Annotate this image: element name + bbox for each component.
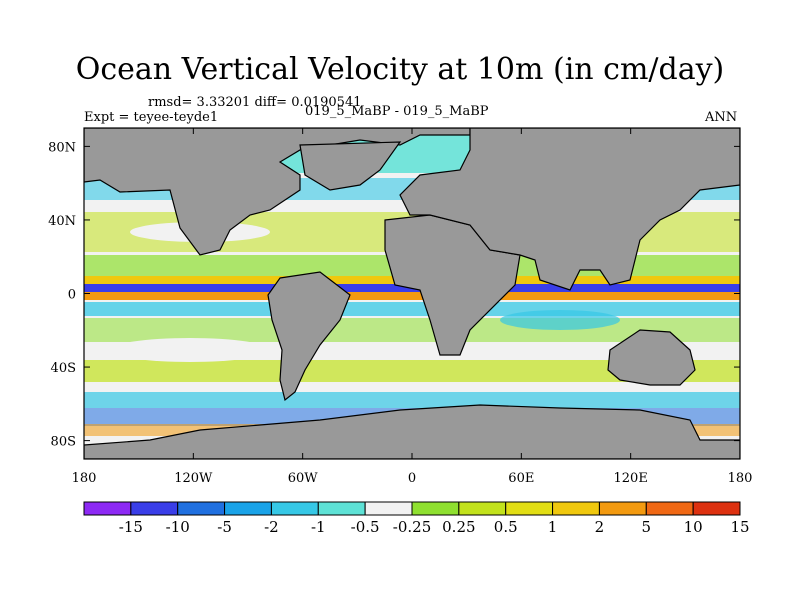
colorbar: -15 -10 -5 -2 -1 -0.5 -0.25 0.25 0.5 1 2 5 10 15 <box>83 501 750 536</box>
colorbar-swatch <box>552 501 600 516</box>
south-pacific-white-patch <box>110 338 270 362</box>
colorbar-swatch <box>411 501 460 516</box>
colorbar-label: 15 <box>730 518 749 536</box>
y-tick-label: 40N <box>48 214 76 229</box>
colorbar-label: -0.25 <box>393 518 431 536</box>
colorbar-label: -1 <box>311 518 326 536</box>
season-label: ANN <box>705 110 738 125</box>
colorbar-swatch <box>505 501 554 516</box>
south-america <box>267 271 351 402</box>
colorbar-label: -15 <box>119 518 143 536</box>
x-tick-label: 60E <box>508 471 534 486</box>
colorbar-swatch <box>317 501 366 516</box>
colorbar-swatch <box>224 501 272 516</box>
y-tick-label: 80S <box>51 435 76 450</box>
experiment-label: Expt = teyee-teyde1 <box>84 110 219 125</box>
x-tick-label: 120E <box>614 471 648 486</box>
colorbar-label: -5 <box>217 518 232 536</box>
x-tick-label: 180 <box>728 471 753 486</box>
land-masses <box>84 128 740 459</box>
colorbar-label: -10 <box>166 518 190 536</box>
colorbar-swatch <box>645 501 694 516</box>
southern-midlat-band <box>84 360 740 382</box>
colorbar-swatch <box>458 501 507 516</box>
colorbar-label: 1 <box>548 518 558 536</box>
x-tick-label: 120W <box>174 471 213 486</box>
colorbar-label: 0.5 <box>494 518 518 536</box>
colorbar-swatch <box>364 501 413 516</box>
colorbar-label: 0.25 <box>442 518 475 536</box>
southern-ocean-band <box>84 392 740 408</box>
colorbar-label: 2 <box>595 518 605 536</box>
rmsd-diff-stats: rmsd= 3.33201 diff= 0.0190541 <box>148 95 362 110</box>
y-tick-label: 40S <box>51 361 76 376</box>
colorbar-swatch <box>177 501 226 516</box>
colorbar-label: 5 <box>642 518 652 536</box>
colorbar-swatch <box>270 501 319 516</box>
x-tick-label: 0 <box>408 471 416 486</box>
north-america <box>84 128 471 256</box>
colorbar-swatch <box>692 501 741 516</box>
colorbar-label: -2 <box>264 518 279 536</box>
colorbar-label: 10 <box>684 518 703 536</box>
colorbar-swatch <box>83 501 132 516</box>
x-tick-label: 60W <box>288 471 319 486</box>
x-tick-label: 180 <box>72 471 97 486</box>
eurasia <box>399 128 740 291</box>
colorbar-label: -0.5 <box>351 518 380 536</box>
equator-south-upwelling <box>84 292 740 300</box>
antarctica <box>84 404 740 459</box>
colorbar-swatch <box>598 501 647 516</box>
map-field <box>84 128 740 459</box>
south-tropical-band <box>84 302 740 316</box>
greenland <box>299 141 402 191</box>
case-label: 019_5_MaBP - 019_5_MaBP <box>305 104 489 119</box>
colorbar-swatch <box>130 501 179 516</box>
plot-title: Ocean Vertical Velocity at 10m (in cm/da… <box>75 52 725 87</box>
indian-ocean-patch <box>500 310 620 330</box>
map-axis-ticks: 180 120W 60W 0 60E 120E 180 80N 40N 0 40S 80S <box>48 128 752 486</box>
y-tick-label: 80N <box>48 140 76 155</box>
y-tick-label: 0 <box>68 288 76 303</box>
australia <box>607 329 696 386</box>
